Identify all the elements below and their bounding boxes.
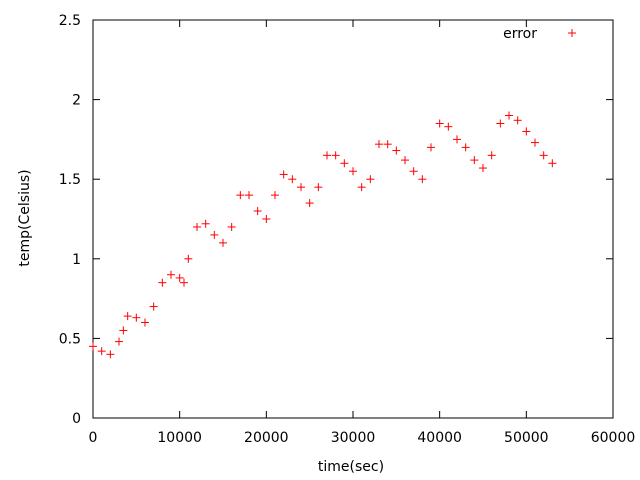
data-point bbox=[349, 167, 357, 176]
data-point bbox=[418, 175, 427, 184]
data-point bbox=[149, 302, 158, 311]
data-point bbox=[106, 350, 115, 359]
data-point bbox=[115, 337, 123, 346]
data-point bbox=[141, 318, 149, 327]
data-point bbox=[236, 191, 245, 200]
data-point bbox=[253, 207, 262, 216]
data-point bbox=[453, 135, 461, 144]
x-tick-label: 20000 bbox=[244, 430, 289, 446]
data-point bbox=[89, 342, 97, 351]
data-point bbox=[470, 156, 479, 165]
data-point bbox=[123, 312, 132, 321]
data-point bbox=[522, 127, 531, 136]
data-point bbox=[210, 230, 219, 239]
data-point bbox=[193, 222, 201, 231]
data-point bbox=[132, 313, 141, 322]
y-tick-label: 0 bbox=[72, 411, 81, 427]
data-point bbox=[487, 151, 496, 160]
data-point bbox=[245, 191, 253, 200]
plot-frame bbox=[92, 19, 614, 419]
y-tick-label: 2 bbox=[72, 93, 81, 109]
y-tick-label: 0.5 bbox=[59, 331, 81, 347]
data-point bbox=[175, 273, 184, 282]
axis-ticks bbox=[92, 19, 614, 419]
data-point bbox=[539, 151, 548, 160]
data-point bbox=[119, 326, 128, 335]
data-point bbox=[158, 278, 167, 287]
data-point bbox=[297, 183, 305, 192]
data-point bbox=[184, 254, 193, 263]
data-point bbox=[444, 122, 453, 131]
data-point bbox=[262, 215, 271, 223]
data-point bbox=[323, 151, 331, 160]
data-point bbox=[513, 116, 522, 125]
x-tick-label: 30000 bbox=[331, 430, 376, 446]
legend-plus-icon bbox=[568, 29, 576, 37]
data-point bbox=[288, 175, 297, 184]
data-point bbox=[331, 151, 340, 160]
data-markers bbox=[89, 111, 557, 359]
data-point bbox=[340, 159, 349, 168]
x-tick-label: 0 bbox=[89, 430, 98, 446]
data-point bbox=[219, 238, 227, 247]
data-point bbox=[271, 191, 279, 200]
data-point bbox=[496, 119, 505, 128]
data-point bbox=[461, 143, 470, 152]
x-tick-label: 10000 bbox=[157, 430, 202, 446]
tick-labels: 0 10000 20000 30000 40000 50000 60000 0 0.5 1 1.5 2… bbox=[59, 13, 636, 446]
data-point bbox=[427, 143, 435, 152]
y-tick-label: 2.5 bbox=[59, 13, 81, 29]
y-tick-label: 1 bbox=[72, 252, 81, 268]
data-point bbox=[392, 146, 401, 155]
x-tick-label: 60000 bbox=[591, 430, 636, 446]
y-axis-label: temp(Celsius) bbox=[17, 169, 33, 266]
data-point bbox=[357, 183, 366, 192]
data-point bbox=[409, 167, 418, 176]
data-point bbox=[548, 159, 557, 168]
data-point bbox=[314, 183, 323, 192]
data-point bbox=[435, 119, 444, 128]
legend-label: error bbox=[503, 26, 537, 42]
data-point bbox=[401, 156, 409, 165]
x-axis-label: time(sec) bbox=[318, 459, 384, 475]
data-point bbox=[167, 270, 175, 279]
data-point bbox=[531, 138, 539, 147]
data-point bbox=[227, 222, 236, 231]
data-point bbox=[279, 170, 288, 179]
data-point bbox=[97, 347, 106, 356]
x-tick-label: 50000 bbox=[504, 430, 549, 446]
legend-marker bbox=[568, 29, 576, 37]
data-point bbox=[505, 111, 513, 120]
data-point bbox=[383, 140, 392, 149]
legend: error bbox=[503, 26, 576, 42]
x-tick-label: 40000 bbox=[417, 430, 462, 446]
data-point bbox=[201, 219, 210, 228]
data-point bbox=[479, 164, 487, 173]
plot-border bbox=[92, 19, 614, 419]
data-point bbox=[305, 199, 314, 208]
data-point bbox=[375, 140, 383, 149]
y-tick-label: 1.5 bbox=[59, 172, 81, 188]
data-point bbox=[180, 278, 188, 287]
data-point bbox=[366, 175, 375, 184]
